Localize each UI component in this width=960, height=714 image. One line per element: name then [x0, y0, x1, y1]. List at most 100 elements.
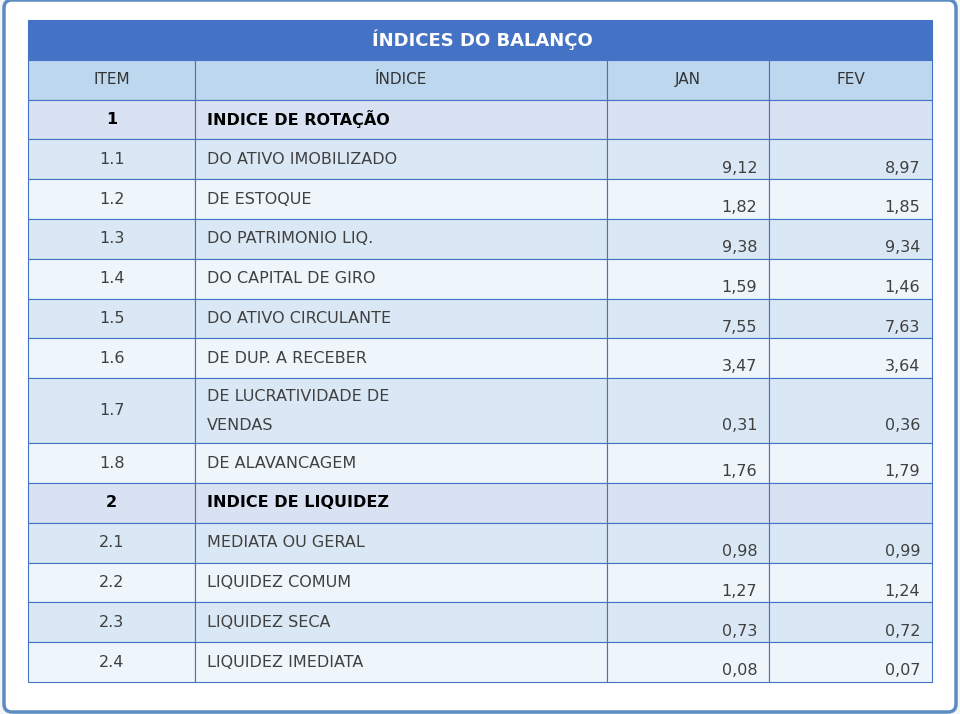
Bar: [769, 60, 932, 99]
Bar: [769, 338, 932, 378]
Bar: [28, 219, 195, 258]
Bar: [607, 258, 769, 298]
Text: 1.7: 1.7: [99, 403, 125, 418]
Bar: [28, 523, 195, 563]
Bar: [607, 179, 769, 219]
Bar: [28, 99, 195, 139]
Text: 8,97: 8,97: [884, 161, 920, 176]
Bar: [607, 60, 769, 99]
Text: ITEM: ITEM: [93, 72, 130, 87]
Text: 1.8: 1.8: [99, 456, 125, 471]
Text: 2.2: 2.2: [99, 575, 124, 590]
Bar: [195, 378, 607, 443]
Text: 1,76: 1,76: [722, 464, 757, 479]
Text: VENDAS: VENDAS: [207, 418, 274, 433]
Bar: [195, 60, 607, 99]
Bar: [769, 563, 932, 603]
Text: 7,63: 7,63: [884, 320, 920, 335]
Bar: [195, 20, 769, 60]
Text: DE ESTOQUE: DE ESTOQUE: [207, 191, 312, 206]
Text: 0,36: 0,36: [884, 418, 920, 433]
Bar: [195, 258, 607, 298]
Bar: [195, 99, 607, 139]
Bar: [28, 298, 195, 338]
Text: 1,24: 1,24: [884, 584, 920, 599]
Bar: [28, 563, 195, 603]
Bar: [195, 139, 607, 179]
Text: 0,99: 0,99: [884, 544, 920, 559]
Text: 7,55: 7,55: [722, 320, 757, 335]
Text: 1,85: 1,85: [884, 201, 920, 216]
Text: 9,38: 9,38: [722, 240, 757, 255]
Text: 1,79: 1,79: [884, 464, 920, 479]
Bar: [28, 338, 195, 378]
Text: 2.3: 2.3: [99, 615, 124, 630]
Text: 1,59: 1,59: [722, 280, 757, 295]
Text: 0,72: 0,72: [884, 623, 920, 638]
Text: 1,46: 1,46: [884, 280, 920, 295]
Bar: [607, 443, 769, 483]
Text: INDICE DE ROTAÇÃO: INDICE DE ROTAÇÃO: [207, 111, 390, 129]
Text: 1.1: 1.1: [99, 152, 125, 167]
Bar: [607, 139, 769, 179]
Text: MEDIATA OU GERAL: MEDIATA OU GERAL: [207, 536, 365, 550]
Bar: [607, 523, 769, 563]
Bar: [769, 99, 932, 139]
Bar: [607, 563, 769, 603]
Bar: [195, 563, 607, 603]
Text: 0,73: 0,73: [722, 623, 757, 638]
Text: 3,64: 3,64: [884, 359, 920, 374]
Bar: [195, 603, 607, 642]
Text: 2.4: 2.4: [99, 655, 124, 670]
Text: DE LUCRATIVIDADE DE: DE LUCRATIVIDADE DE: [207, 389, 390, 404]
Bar: [769, 258, 932, 298]
Bar: [195, 298, 607, 338]
Text: JAN: JAN: [675, 72, 701, 87]
Text: 0,08: 0,08: [722, 663, 757, 678]
Bar: [769, 443, 932, 483]
Bar: [28, 642, 195, 682]
Text: 1.3: 1.3: [99, 231, 124, 246]
Text: 9,12: 9,12: [722, 161, 757, 176]
Text: 1.2: 1.2: [99, 191, 125, 206]
Text: 1: 1: [106, 112, 117, 127]
Text: 0,98: 0,98: [722, 544, 757, 559]
FancyBboxPatch shape: [4, 0, 956, 712]
Text: 1.6: 1.6: [99, 351, 125, 366]
Text: 2.1: 2.1: [99, 536, 125, 550]
Text: DO PATRIMONIO LIQ.: DO PATRIMONIO LIQ.: [207, 231, 373, 246]
Bar: [28, 378, 195, 443]
Bar: [28, 258, 195, 298]
Bar: [28, 443, 195, 483]
Text: DO CAPITAL DE GIRO: DO CAPITAL DE GIRO: [207, 271, 375, 286]
Bar: [28, 179, 195, 219]
Text: LIQUIDEZ SECA: LIQUIDEZ SECA: [207, 615, 331, 630]
Bar: [607, 298, 769, 338]
Text: 1.5: 1.5: [99, 311, 125, 326]
Bar: [195, 483, 607, 523]
Text: 1.4: 1.4: [99, 271, 125, 286]
Text: 0,31: 0,31: [722, 418, 757, 433]
Bar: [769, 20, 932, 60]
Bar: [28, 20, 195, 60]
Bar: [195, 642, 607, 682]
Bar: [28, 483, 195, 523]
Bar: [769, 378, 932, 443]
Bar: [28, 603, 195, 642]
Text: FEV: FEV: [836, 72, 865, 87]
Bar: [769, 219, 932, 258]
Text: LIQUIDEZ IMEDIATA: LIQUIDEZ IMEDIATA: [207, 655, 364, 670]
Text: INDICE DE LIQUIDEZ: INDICE DE LIQUIDEZ: [207, 496, 389, 511]
Text: LIQUIDEZ COMUM: LIQUIDEZ COMUM: [207, 575, 351, 590]
Bar: [769, 642, 932, 682]
Bar: [195, 338, 607, 378]
Bar: [769, 483, 932, 523]
Bar: [607, 483, 769, 523]
Bar: [195, 219, 607, 258]
Text: ÍNDICES DO BALANÇO: ÍNDICES DO BALANÇO: [372, 30, 592, 50]
Bar: [769, 298, 932, 338]
Text: 3,47: 3,47: [722, 359, 757, 374]
Bar: [607, 219, 769, 258]
Bar: [769, 139, 932, 179]
Bar: [769, 179, 932, 219]
